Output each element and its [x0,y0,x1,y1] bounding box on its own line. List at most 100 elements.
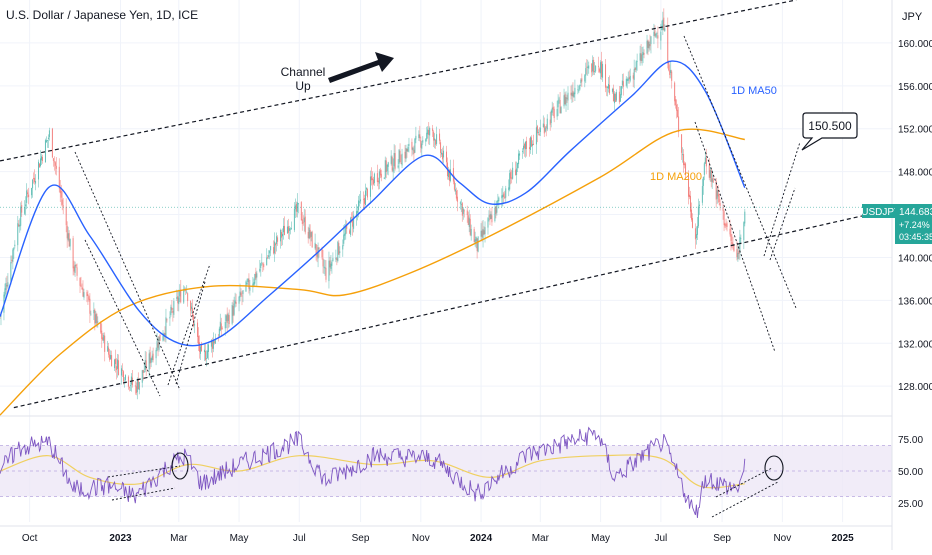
candle-body [74,264,76,273]
candle-body [535,127,537,145]
x-tick-label: Nov [412,533,430,544]
candle-body [571,92,573,97]
candle-body [87,294,89,296]
candle-body [476,238,478,251]
candle-body [351,217,353,218]
candle-body [53,161,55,163]
candle-body [434,138,436,141]
candle-body [194,324,196,326]
candle-body [505,188,507,198]
candle-body [400,163,402,165]
candle-body [504,196,506,199]
candle-body [46,140,48,141]
analyst-trend-line [74,151,181,391]
candle-body [170,306,172,316]
candle-body [20,206,22,226]
candle-body [349,230,351,234]
candle-body [427,129,429,135]
candle-body [393,152,395,167]
candle-body [453,181,455,190]
candle-body [408,143,410,146]
candle-body [657,35,659,39]
candle-body [38,161,40,180]
candle-body [662,19,664,30]
candle-body [469,218,471,235]
candle-body [415,135,417,140]
candle-body [32,179,34,189]
candle-body [39,163,41,168]
candle-body [490,213,492,220]
candle-body [201,344,203,352]
candle-body [54,162,56,166]
candle-body [309,229,311,239]
analyst-trend-line [175,281,206,385]
analyst-trend-line [107,465,181,478]
x-tick-label: 2023 [109,533,132,544]
analyst-trend-line [683,35,797,309]
target-callout[interactable]: 150.500 [801,112,858,151]
candle-body [314,242,316,249]
candle-body [668,62,670,71]
candle-body [115,358,117,365]
candle-body [595,65,597,72]
candle-body [676,104,678,111]
candle-body [48,130,50,138]
grid-lines [0,0,892,522]
candle-body [592,59,594,72]
candle-body [255,272,257,279]
candle-body [640,53,642,61]
candle-body [543,124,545,134]
candle-body [463,210,465,212]
candle-body [579,85,581,90]
candle-body [353,215,355,229]
candle-body [414,138,416,153]
candle-body [186,291,188,293]
candle-body [567,92,569,101]
ma50-line [0,60,746,347]
candle-body [690,209,692,220]
candle-body [524,143,526,149]
candle-body [352,219,354,227]
candle-body [148,353,150,370]
candle-body [150,358,152,363]
candle-body [162,335,164,341]
candle-body [260,263,262,269]
candle-body [128,387,130,389]
candle-body [642,51,644,56]
candle-body [224,321,226,329]
candle-body [420,140,422,148]
price-value: 144.683 [899,207,932,218]
candle-body [88,296,90,300]
candle-body [21,205,23,213]
candle-body [695,234,697,239]
candle-body [683,154,685,166]
candle-body [116,366,118,370]
candle-body [335,257,337,260]
candle-body [502,194,504,198]
candle-body [455,190,457,199]
candle-body [177,296,179,304]
candle-body [156,341,158,351]
candle-body [406,148,408,152]
candle-body [31,187,33,196]
candle-body [591,63,593,73]
candle-body [337,241,339,262]
candle-body [392,167,394,172]
candle-body [207,344,209,352]
candle-body [629,75,631,81]
candle-body [262,263,264,265]
candle-body [68,233,70,247]
candle-body [634,67,636,70]
candle-body [584,75,586,82]
candle-body [586,66,588,68]
candle-body [4,288,6,297]
candle-body [6,284,8,287]
candle-body [384,160,386,178]
candle-body [696,225,698,235]
candle-body [273,247,275,254]
candle-body [530,137,532,147]
candle-body [429,127,431,136]
